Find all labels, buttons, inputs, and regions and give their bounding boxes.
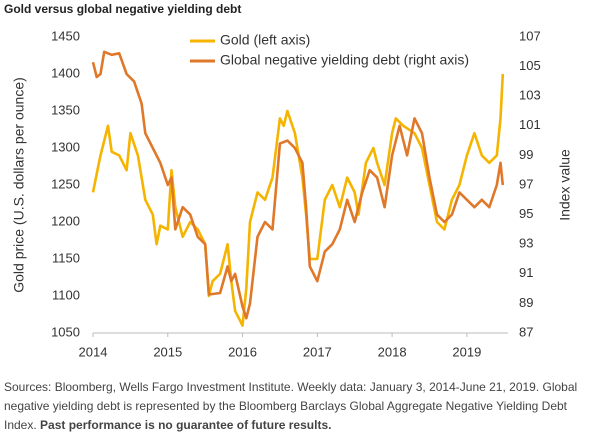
y2-tick-label: 89 [519, 295, 533, 310]
y-tick-label: 1450 [51, 28, 80, 43]
y2-tick-label: 103 [519, 88, 541, 103]
y-tick-label: 1150 [52, 250, 80, 265]
y2-tick-label: 99 [519, 147, 533, 162]
legend-label: Gold (left axis) [220, 32, 310, 48]
disclaimer: Past performance is no guarantee of futu… [40, 418, 332, 432]
y2-tick-label: 101 [519, 117, 541, 132]
x-tick-label: 2018 [378, 344, 407, 359]
y2-tick-label: 93 [519, 236, 533, 251]
chart-title: Gold versus global negative yielding deb… [4, 2, 241, 16]
legend-label: Global negative yielding debt (right axi… [220, 52, 469, 68]
footer: Sources: Bloomberg, Wells Fargo Investme… [4, 378, 592, 435]
y-tick-label: 1100 [52, 287, 80, 302]
y2-tick-label: 87 [519, 324, 533, 339]
chart: Gold versus global negative yielding deb… [4, 2, 573, 359]
y-tick-label: 1400 [51, 65, 80, 80]
y2-axis-label: Index value [557, 149, 573, 221]
y2-tick-label: 91 [519, 265, 533, 280]
x-tick-label: 2016 [228, 344, 257, 359]
y-tick-label: 1300 [51, 139, 80, 154]
y-tick-label: 1250 [51, 176, 80, 191]
y2-tick-label: 105 [519, 58, 541, 73]
x-tick-label: 2014 [79, 344, 108, 359]
x-tick-label: 2015 [153, 344, 182, 359]
x-tick-label: 2017 [303, 344, 332, 359]
y2-tick-label: 97 [519, 176, 533, 191]
y-tick-label: 1050 [51, 324, 80, 339]
y-tick-label: 1200 [51, 213, 80, 228]
y2-tick-label: 107 [519, 28, 541, 43]
y-axis-label: Gold price (U.S. dollars per ounce) [11, 77, 27, 293]
y2-tick-label: 95 [519, 206, 533, 221]
x-tick-label: 2019 [452, 344, 481, 359]
series-line [91, 50, 505, 320]
sources: Sources: Bloomberg, Wells Fargo Investme… [4, 380, 578, 432]
y-tick-label: 1350 [51, 102, 80, 117]
series-line [91, 73, 505, 327]
